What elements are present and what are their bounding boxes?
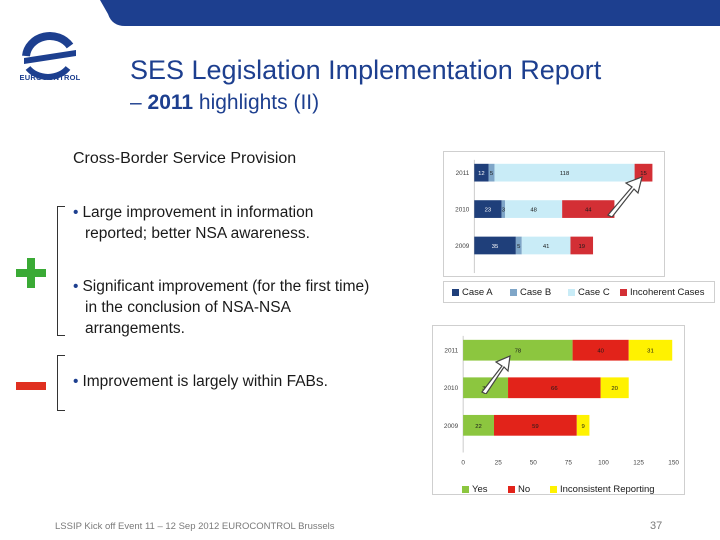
- arrow-chart2: [481, 355, 511, 394]
- slide-subtitle: – 2011 highlights (II): [130, 91, 320, 114]
- legend-label: Case A: [462, 287, 493, 298]
- bar-segment: [562, 200, 615, 218]
- bullet-fabs: • Improvement is largely within FABs.: [73, 373, 328, 390]
- legend-swatch: [508, 486, 515, 493]
- chart-case-distribution: 0255075100125150201112511815201023348442…: [443, 151, 665, 277]
- footer-text: LSSIP Kick off Event 11 – 12 Sep 2012 EU…: [55, 521, 335, 532]
- bar-segment: [505, 200, 563, 218]
- legend-label: No: [518, 484, 531, 495]
- data-label: 3: [502, 208, 506, 214]
- data-label: 19: [578, 244, 585, 250]
- x-tick-label: 100: [598, 459, 609, 466]
- section-heading: Cross-Border Service Provision: [73, 150, 297, 167]
- legend-label: Yes: [472, 484, 488, 495]
- data-label: 59: [532, 424, 539, 430]
- legend-item: Case C: [568, 287, 610, 298]
- data-label: 20: [611, 386, 618, 392]
- bar-segment: [463, 339, 573, 361]
- data-label: 66: [551, 386, 558, 392]
- legend-swatch: [568, 289, 575, 296]
- data-label: 5: [490, 171, 494, 177]
- bar-segment: [634, 163, 653, 182]
- bar-segment: [463, 414, 495, 436]
- legend-swatch: [452, 289, 459, 296]
- plus-icon: [16, 258, 46, 288]
- top-band: [100, 0, 720, 26]
- bullet-information: • Large improvement in information report…: [73, 204, 314, 242]
- bullet-nsa-arrangements: • Significant improvement (for the first …: [73, 278, 370, 337]
- bar-segment: [600, 377, 629, 399]
- data-label: 9: [581, 424, 584, 430]
- legend-item: No: [508, 484, 530, 495]
- legend-label: Inconsistent Reporting: [560, 484, 655, 495]
- arrow-chart1: [607, 176, 643, 217]
- data-label: 48: [530, 208, 537, 214]
- bar-segment: [576, 414, 590, 436]
- legend-label: Case B: [520, 287, 552, 298]
- x-tick-label: 75: [565, 459, 573, 466]
- data-label: 41: [543, 244, 550, 250]
- bar-segment: [508, 377, 601, 399]
- subtitle-year: 2011: [147, 91, 194, 114]
- data-label: 40: [597, 349, 604, 355]
- logo-text: EUROCONTROL: [19, 73, 81, 82]
- brace-positive: [57, 206, 65, 336]
- legend-swatch: [620, 289, 627, 296]
- data-label: 15: [640, 171, 647, 177]
- x-tick-label: 50: [530, 459, 538, 466]
- bar-segment: [501, 200, 506, 218]
- category-label: 2010: [455, 207, 470, 214]
- data-label: 35: [492, 244, 499, 250]
- bar-segment: [494, 163, 635, 182]
- bar-segment: [521, 236, 571, 255]
- category-label: 2010: [444, 385, 459, 392]
- x-tick-label: 125: [633, 459, 644, 466]
- legend-case-distribution: Case A Case B Case C Incoherent Cases: [443, 281, 715, 303]
- x-tick-label: 150: [668, 459, 679, 466]
- minus-icon: [16, 382, 46, 390]
- legend-swatch: [510, 289, 517, 296]
- x-tick-label: 25: [495, 459, 503, 466]
- data-label: 78: [515, 349, 522, 355]
- data-label: 12: [478, 171, 485, 177]
- eurocontrol-logo: [22, 32, 76, 80]
- category-label: 2011: [456, 170, 470, 177]
- bar-segment: [488, 163, 495, 182]
- legend-item: Case B: [510, 287, 551, 298]
- data-label: 5: [517, 244, 521, 250]
- legend-label: Case C: [578, 287, 610, 298]
- legend-nsa-arrangements: Yes No Inconsistent Reporting: [458, 479, 670, 499]
- bar-segment: [570, 236, 594, 255]
- category-label: 2009: [444, 423, 459, 430]
- data-label: 44: [585, 208, 592, 214]
- bar-segment: [474, 163, 489, 182]
- bar-segment: [474, 236, 516, 255]
- legend-label: Incoherent Cases: [630, 287, 705, 298]
- bar-segment: [572, 339, 629, 361]
- page-number: 37: [650, 520, 663, 532]
- data-label: 31: [647, 349, 654, 355]
- bar-segment: [474, 200, 502, 218]
- data-label: 23: [485, 208, 492, 214]
- legend-item: Incoherent Cases: [620, 287, 704, 298]
- bar-segment: [494, 414, 577, 436]
- bar-segment: [628, 339, 673, 361]
- chart-nsa-arrangements: 0255075100125150201178403120103266202009…: [432, 325, 685, 495]
- bar-segment: [515, 236, 522, 255]
- legend-item: Yes: [462, 484, 488, 495]
- category-label: 2009: [455, 243, 470, 250]
- data-label: 118: [560, 171, 570, 177]
- legend-swatch: [550, 486, 557, 493]
- x-tick-label: 0: [461, 459, 465, 466]
- category-label: 2011: [444, 348, 458, 355]
- brace-negative: [57, 355, 65, 411]
- legend-swatch: [462, 486, 469, 493]
- legend-item: Inconsistent Reporting: [550, 484, 655, 495]
- slide-title: SES Legislation Implementation Report: [130, 55, 602, 85]
- data-label: 22: [475, 424, 482, 430]
- legend-item: Case A: [452, 287, 493, 298]
